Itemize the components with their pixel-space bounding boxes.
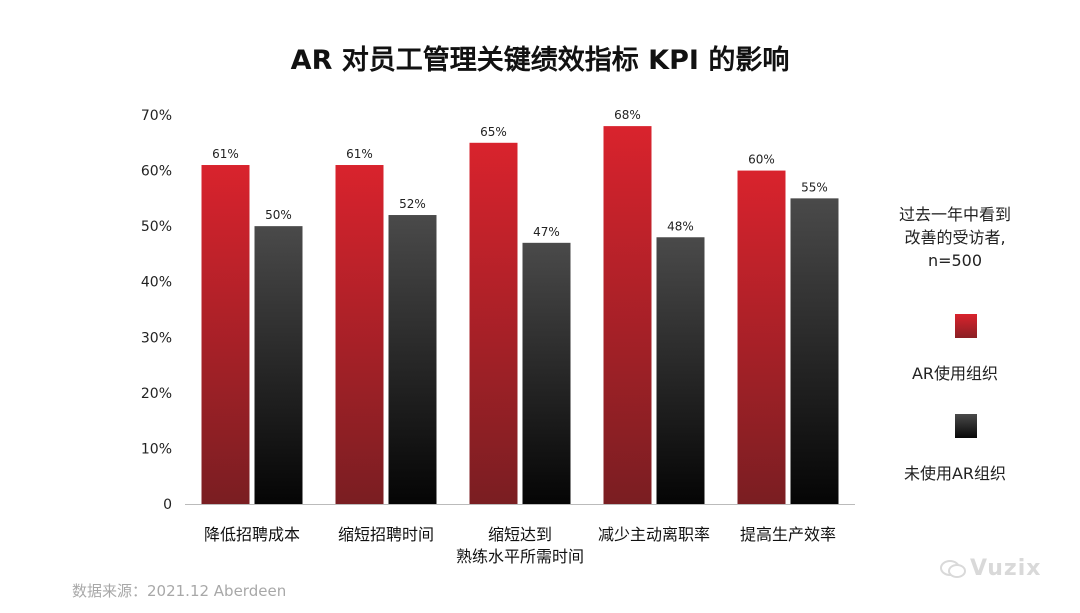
data-label: 68% (614, 108, 641, 122)
bar-ar (469, 142, 518, 505)
data-label: 47% (533, 225, 560, 239)
y-tick-label: 10% (141, 441, 172, 457)
watermark: Vuzix (940, 556, 1041, 581)
x-category-label: 降低招聘成本 (204, 525, 300, 544)
watermark-text: Vuzix (970, 556, 1042, 581)
data-label: 65% (480, 125, 507, 139)
x-category-label: 缩短达到 (488, 525, 552, 544)
x-category-label: 熟练水平所需时间 (456, 547, 584, 566)
data-label: 55% (801, 180, 828, 194)
data-label: 50% (265, 208, 292, 222)
chat-bubble-icon (940, 560, 966, 578)
data-label: 61% (346, 147, 373, 161)
x-category-label: 提高生产效率 (740, 525, 836, 544)
bar-non-ar (656, 237, 705, 504)
y-tick-label: 30% (141, 330, 172, 346)
bar-ar (603, 126, 652, 504)
bar-ar (335, 165, 384, 504)
data-label: 48% (667, 219, 694, 233)
bar-ar (737, 170, 786, 505)
y-tick-label: 70% (141, 108, 172, 124)
legend-label-ar: AR使用组织 (911, 364, 999, 383)
data-label: 61% (212, 147, 239, 161)
bar-ar (201, 165, 250, 504)
legend-title-line: 过去一年中看到 (898, 205, 1011, 224)
bar-non-ar (522, 242, 571, 505)
bar-non-ar (790, 198, 839, 504)
y-tick-label: 60% (141, 164, 172, 180)
data-label: 60% (748, 153, 775, 167)
legend-label-non-ar: 未使用AR组织 (903, 464, 1007, 483)
x-category-label: 减少主动离职率 (598, 525, 710, 544)
chart-title: AR 对员工管理关键绩效指标 KPI 的影响 (290, 45, 790, 76)
legend-swatch-non-ar (955, 414, 977, 438)
bar-non-ar (254, 226, 303, 504)
x-category-label: 缩短招聘时间 (338, 525, 434, 544)
bar-non-ar (388, 215, 437, 504)
data-label: 52% (399, 197, 426, 211)
source-note: 数据来源：2021.12 Aberdeen (72, 582, 287, 600)
legend-title-line: 改善的受访者, (904, 228, 1006, 247)
y-tick-label: 20% (141, 386, 172, 402)
y-tick-label: 0 (163, 497, 172, 513)
legend-title-line: n=500 (927, 251, 983, 270)
legend-title: 过去一年中看到 改善的受访者, n=500 (880, 203, 1030, 272)
legend-swatch-ar (955, 314, 977, 338)
y-tick-label: 40% (141, 275, 172, 291)
y-tick-label: 50% (141, 219, 172, 235)
